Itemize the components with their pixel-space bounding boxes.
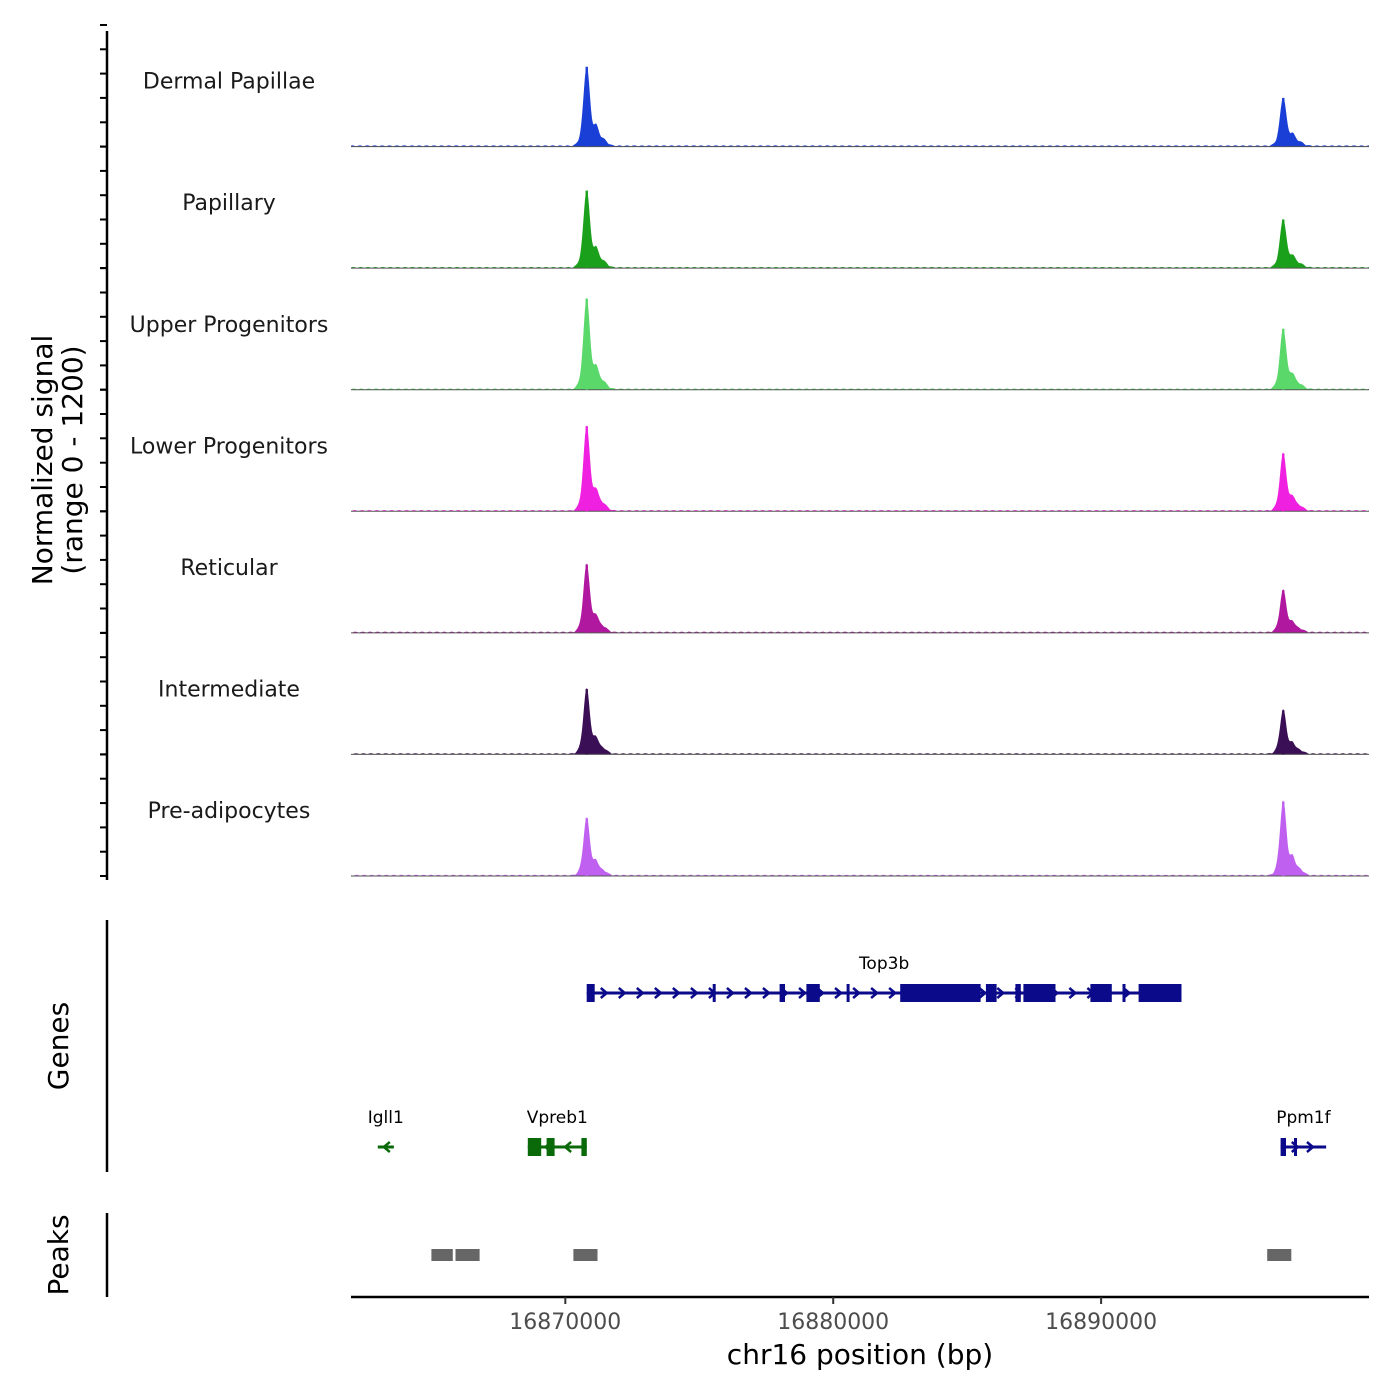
gene-arrow-3-1	[1290, 1141, 1300, 1153]
gene-exon-0-3	[806, 984, 820, 1002]
gene-exon-0-10	[1122, 984, 1126, 1002]
gene-exon-0-6	[985, 984, 997, 1002]
peak-2-1	[1282, 328, 1285, 390]
gene-arrow-0-2	[617, 987, 627, 999]
track-label-4: Reticular	[180, 556, 278, 581]
gene-arrow-0-22	[978, 987, 988, 999]
gene-exon-0-2	[779, 984, 785, 1002]
x-tick-label-2: 16890000	[1045, 1310, 1157, 1335]
track-labels: Dermal Papillae Papillary Upper Progenitor…	[130, 70, 329, 824]
gene-exon-2-0	[527, 1138, 542, 1156]
gene-arrow-0-3	[636, 987, 645, 999]
peak-1-1	[1282, 219, 1285, 269]
coverage-area-0	[351, 66, 1369, 147]
peak-0-1	[1282, 97, 1285, 147]
track-label-1: Papillary	[182, 191, 276, 216]
gene-arrow-3-2	[1306, 1141, 1315, 1153]
gene-exon-0-1	[712, 984, 716, 1002]
gene-arrow-0-16	[870, 987, 880, 999]
gene-arrow-0-14	[834, 987, 844, 999]
peak-region-3	[1267, 1249, 1292, 1261]
gene-label-0: Top3b	[858, 954, 909, 974]
gene-exon-3-1	[1294, 1138, 1297, 1156]
peak-6-0	[585, 818, 588, 876]
peak-2-0	[585, 298, 588, 390]
gene-arrow-0-9	[744, 987, 753, 999]
coverage-area-2	[351, 298, 1369, 390]
gene-label-1: Igll1	[368, 1108, 404, 1128]
peak-3-1	[1282, 453, 1285, 512]
peak-4-0	[585, 564, 588, 633]
coverage-area-1	[351, 190, 1369, 269]
gene-arrow-0-6	[690, 987, 699, 999]
peak-5-0	[585, 689, 588, 755]
gene-arrow-0-15	[852, 987, 862, 999]
gene-label-2: Vpreb1	[527, 1108, 588, 1128]
gene-exon-0-8	[1023, 984, 1056, 1002]
gene-exon-0-9	[1090, 984, 1112, 1002]
gene-exon-0-4	[846, 984, 850, 1002]
y-axis-title-line1: Normalized signal	[26, 335, 59, 586]
x-tick-label-0: 16870000	[509, 1310, 621, 1335]
gene-exon-2-1	[546, 1138, 555, 1156]
genes-axis-title: Genes	[42, 1002, 75, 1090]
gene-arrow-0-1	[599, 987, 609, 999]
gene-arrow-0-5	[672, 987, 681, 999]
coverage-y-axis	[100, 24, 109, 880]
peak-0-0	[585, 66, 588, 147]
peaks-axis-title: Peaks	[42, 1214, 75, 1295]
gene-arrow-0-27	[1068, 987, 1078, 999]
peak-3-0	[585, 426, 588, 512]
gene-arrow-1-1	[381, 1141, 391, 1153]
peak-1-0	[585, 190, 588, 269]
peaks-track	[431, 1249, 1292, 1261]
gene-exon-0-0	[586, 984, 595, 1002]
peak-4-1	[1282, 590, 1285, 633]
gene-arrow-0-10	[762, 987, 771, 999]
peak-region-1	[455, 1249, 480, 1261]
gene-exon-0-7	[1015, 984, 1021, 1002]
y-axis-title-line2: (range 0 - 1200)	[56, 345, 89, 574]
signal-tracks	[351, 66, 1369, 877]
track-label-0: Dermal Papillae	[143, 70, 315, 95]
track-label-2: Upper Progenitors	[130, 313, 329, 338]
coverage-area-6	[351, 800, 1369, 876]
peak-region-0	[431, 1249, 453, 1261]
gene-exon-0-11	[1138, 984, 1182, 1002]
coverage-area-4	[351, 563, 1369, 633]
gene-exon-2-2	[581, 1138, 587, 1156]
coverage-area-3	[351, 425, 1369, 512]
gene-arrow-0-8	[726, 987, 735, 999]
track-label-5: Intermediate	[158, 678, 300, 703]
gene-exon-3-0	[1280, 1138, 1286, 1156]
track-label-6: Pre-adipocytes	[148, 799, 311, 824]
track-label-3: Lower Progenitors	[130, 434, 328, 459]
gene-arrow-0-12	[798, 987, 807, 999]
gene-label-3: Ppm1f	[1276, 1108, 1331, 1128]
x-axis-title: chr16 position (bp)	[727, 1338, 993, 1371]
gene-arrow-0-4	[654, 987, 663, 999]
genes-track: Top3b Igll1 Vpreb1 Ppm1f	[368, 954, 1332, 1156]
coverage-area-5	[351, 687, 1369, 755]
gene-arrow-2-2	[563, 1141, 572, 1153]
x-axis-ticks: 16870000 16880000 16890000	[509, 1297, 1157, 1335]
gene-arrow-0-17	[888, 987, 898, 999]
gene-exon-0-5	[900, 984, 981, 1002]
peak-region-2	[573, 1249, 598, 1261]
x-tick-label-1: 16880000	[777, 1310, 889, 1335]
gene-arrow-0-23	[996, 987, 1006, 999]
peak-5-1	[1282, 710, 1285, 755]
peak-6-1	[1282, 801, 1285, 876]
